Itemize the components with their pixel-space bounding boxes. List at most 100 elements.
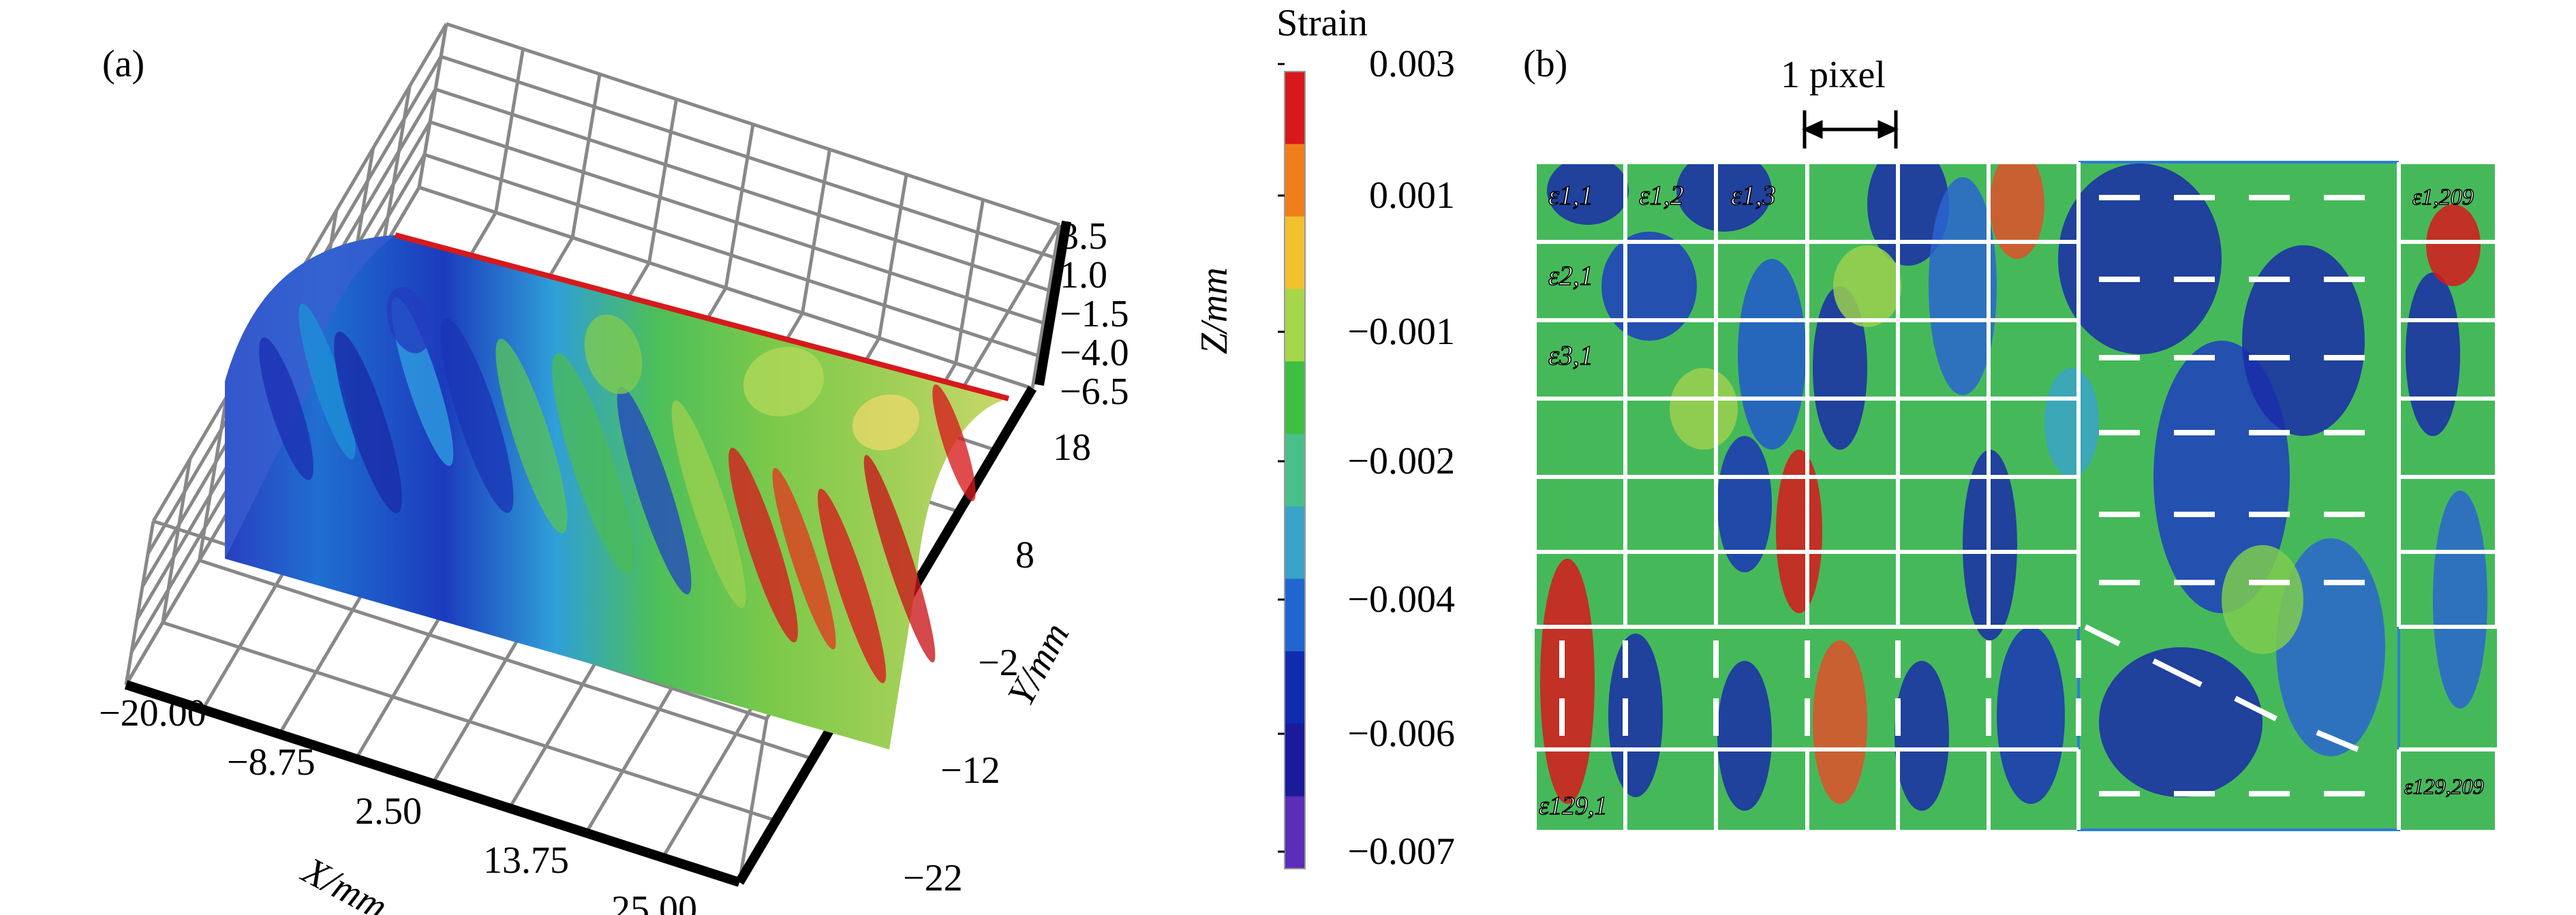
map-strain-patch <box>1676 162 1772 232</box>
surface-strain-patch <box>259 337 313 480</box>
map-strain-patch <box>2222 545 2303 654</box>
x-tick-labels: −20.00 −8.75 2.50 13.75 25.00 <box>99 692 697 915</box>
map-strain-patch <box>1895 661 1949 811</box>
ellipsis-dashes <box>1559 195 2365 796</box>
y-tick-0: 18 <box>1053 427 1091 469</box>
z-tick-3: −4.0 <box>1060 332 1129 374</box>
surface-strain-patch <box>334 331 402 514</box>
undefined-tick-4: 25.00 <box>611 888 697 915</box>
y-tick-3: −12 <box>940 749 1000 792</box>
colorbar-tick-0: 0.003 <box>1369 43 1455 85</box>
surface-strain-patch <box>817 488 887 683</box>
surface-strain-patch <box>584 314 643 394</box>
colorbar-segment <box>1285 506 1305 580</box>
map-strain-patch <box>1776 450 1822 613</box>
map-strain-patch <box>2044 368 2099 477</box>
diagonal-dash <box>2084 624 2121 647</box>
undefined-tick-1: −8.75 <box>227 741 316 784</box>
colorbar-segment <box>1285 361 1305 435</box>
x-axis-label: X/mm <box>294 849 394 915</box>
diagonal-dash <box>2316 730 2359 752</box>
map-strain-patch <box>1813 286 1867 450</box>
surface-strain-patch <box>298 303 356 460</box>
surface-strain-patch <box>440 318 514 513</box>
surface-strain-patch <box>852 394 920 451</box>
panel-b-label: (b) <box>1523 43 1567 85</box>
colorbar-segment <box>1285 72 1305 145</box>
map-strain-patch <box>2406 273 2460 436</box>
cell-label-e12: ε1,2 <box>1639 180 1684 211</box>
surface-strain-patch <box>932 384 976 501</box>
cell-label-e13: ε1,3 <box>1731 180 1776 211</box>
map-strain-patch <box>1833 245 1901 327</box>
undefined-tick-2: 2.50 <box>355 790 422 833</box>
map-strain-patch <box>2058 164 2222 354</box>
map-strain-patch <box>1717 661 1772 811</box>
scale-label: 1 pixel <box>1781 54 1886 96</box>
surface-ridge <box>394 232 1010 401</box>
map-strain-patch <box>2242 245 2365 436</box>
cell-label-e11: ε1,1 <box>1548 180 1593 211</box>
colorbar-frame <box>1284 71 1306 869</box>
z-tick-labels: 3.51.0−1.5−4.0−6.5 <box>1060 215 1129 413</box>
surface-strain-patch <box>772 467 836 650</box>
z-tick-2: −1.5 <box>1060 293 1129 335</box>
map-strain-patch <box>1738 259 1806 450</box>
colorbar-segment <box>1285 796 1305 869</box>
map-strain-patch <box>1608 634 1663 797</box>
map-strain-patch <box>1547 162 1629 225</box>
y-tick-2: −2 <box>978 642 1019 684</box>
colorbar-tick-4: −0.004 <box>1347 578 1455 621</box>
cell-label-e31: ε3,1 <box>1548 340 1593 371</box>
colorbar-segment <box>1285 216 1305 290</box>
pixel-grid <box>1533 160 2499 830</box>
y-tick-1: 8 <box>1015 534 1034 576</box>
map-strain-patch <box>1601 232 1697 341</box>
surface-strain-patch <box>863 454 936 663</box>
diagonal-dash <box>2234 696 2278 722</box>
colorbar-tick-5: −0.006 <box>1347 713 1455 755</box>
colorbar-tick-labels: 0.003 0.001 −0.001 −0.002 −0.004 −0.006 −0.007 <box>1278 43 1455 873</box>
map-strain-patch <box>2099 647 2263 797</box>
undefined-tick-0: −20.00 <box>99 692 206 734</box>
colorbar-segment <box>1285 651 1305 725</box>
cell-label-e1291: ε129,1 <box>1539 792 1607 820</box>
undefined-tick-3: 13.75 <box>483 839 569 882</box>
map-strain-patch <box>1670 368 1738 450</box>
map-strain-patch <box>1990 162 2044 259</box>
colorbar-tick-3: −0.002 <box>1347 440 1455 482</box>
surface-strain-patch <box>495 339 568 533</box>
strain-surface <box>225 232 1010 749</box>
z-tick-1: 1.0 <box>1060 254 1107 296</box>
colorbar-tick-1: 0.001 <box>1369 174 1455 217</box>
map-strain-patch <box>1813 640 1867 804</box>
surface-strain-patch <box>729 448 798 642</box>
y-tick-4: −22 <box>903 857 963 899</box>
map-strain-patch <box>1997 627 2065 804</box>
surface-strain-patch <box>617 386 692 595</box>
colorbar-tick-2: −0.001 <box>1347 311 1455 353</box>
colorbar-segment <box>1285 289 1305 362</box>
cell-label-e129209: ε129,209 <box>2404 774 2484 798</box>
colorbar-tick-6: −0.007 <box>1347 831 1455 873</box>
map-strain-patch <box>2276 538 2385 756</box>
strain-map <box>1535 161 2497 831</box>
surface-strain-patch <box>671 400 746 608</box>
map-strain-patch <box>1867 162 1949 266</box>
cell-labels: ε1,1 ε1,2 ε1,3 ε2,1 ε3,1 ε1,209 ε129,1 ε… <box>1538 179 2484 821</box>
map-strain-patch <box>1929 177 1997 395</box>
surface-strain-patch <box>743 346 825 417</box>
map-strain-patch <box>2433 491 2487 709</box>
colorbar-title: Strain <box>1276 2 1368 44</box>
surface-strain-patch <box>386 287 431 354</box>
z-axis-label: Z/mm <box>1193 267 1236 354</box>
cell-label-e21: ε2,1 <box>1548 260 1593 291</box>
y-tick-labels: 18 8 −2 −12 −22 <box>903 427 1091 899</box>
map-strain-patch <box>1717 436 1772 572</box>
surface-end-cap <box>225 235 395 559</box>
cell-label-e1209: ε1,209 <box>2412 185 2474 210</box>
colorbar-segment <box>1285 433 1305 508</box>
map-strain-patch <box>1540 559 1595 804</box>
colorbar-segment <box>1285 578 1305 652</box>
